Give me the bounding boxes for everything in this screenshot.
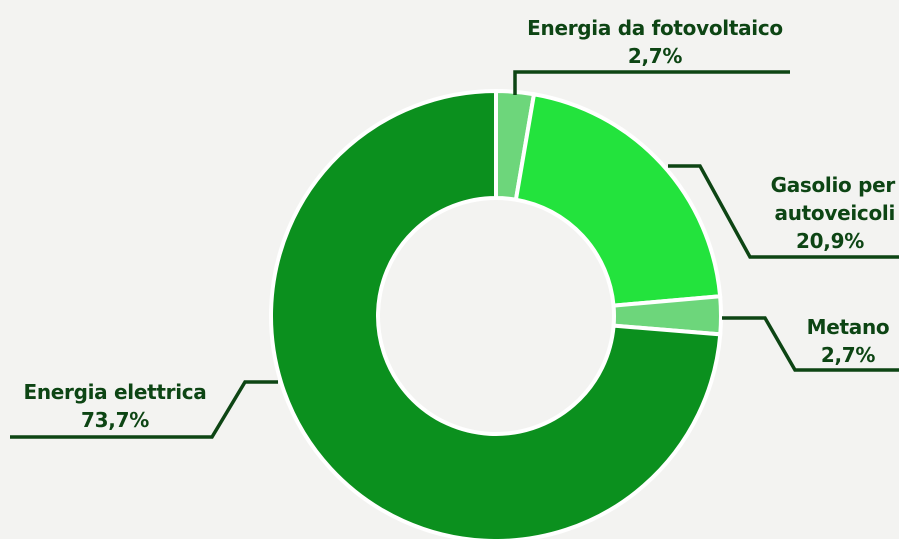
slice-label: Energia da fotovoltaico 2,7% [505,14,805,70]
value-label: 2,7% [820,343,876,367]
value-label: 73,7% [81,408,149,432]
slice-label: Metano 2,7% [798,313,898,369]
category-label: Metano [806,315,890,339]
category-label: Energia elettrica [23,380,207,404]
slices [269,88,723,539]
value-label: 20,9% [796,229,864,253]
slice-label: Energia elettrica 73,7% [5,378,225,434]
donut-slice [269,88,723,539]
donut-slice [513,91,723,308]
value-label: 2,7% [627,44,683,68]
category-label: Energia da fotovoltaico [527,16,783,40]
leader-line [513,70,790,95]
category-label: Gasolio per autoveicoli [770,173,896,225]
leader-line [668,164,899,259]
leader-line [10,380,278,439]
slice-label: Gasolio per autoveicoli 20,9% [745,171,896,255]
leader-line [722,316,899,372]
